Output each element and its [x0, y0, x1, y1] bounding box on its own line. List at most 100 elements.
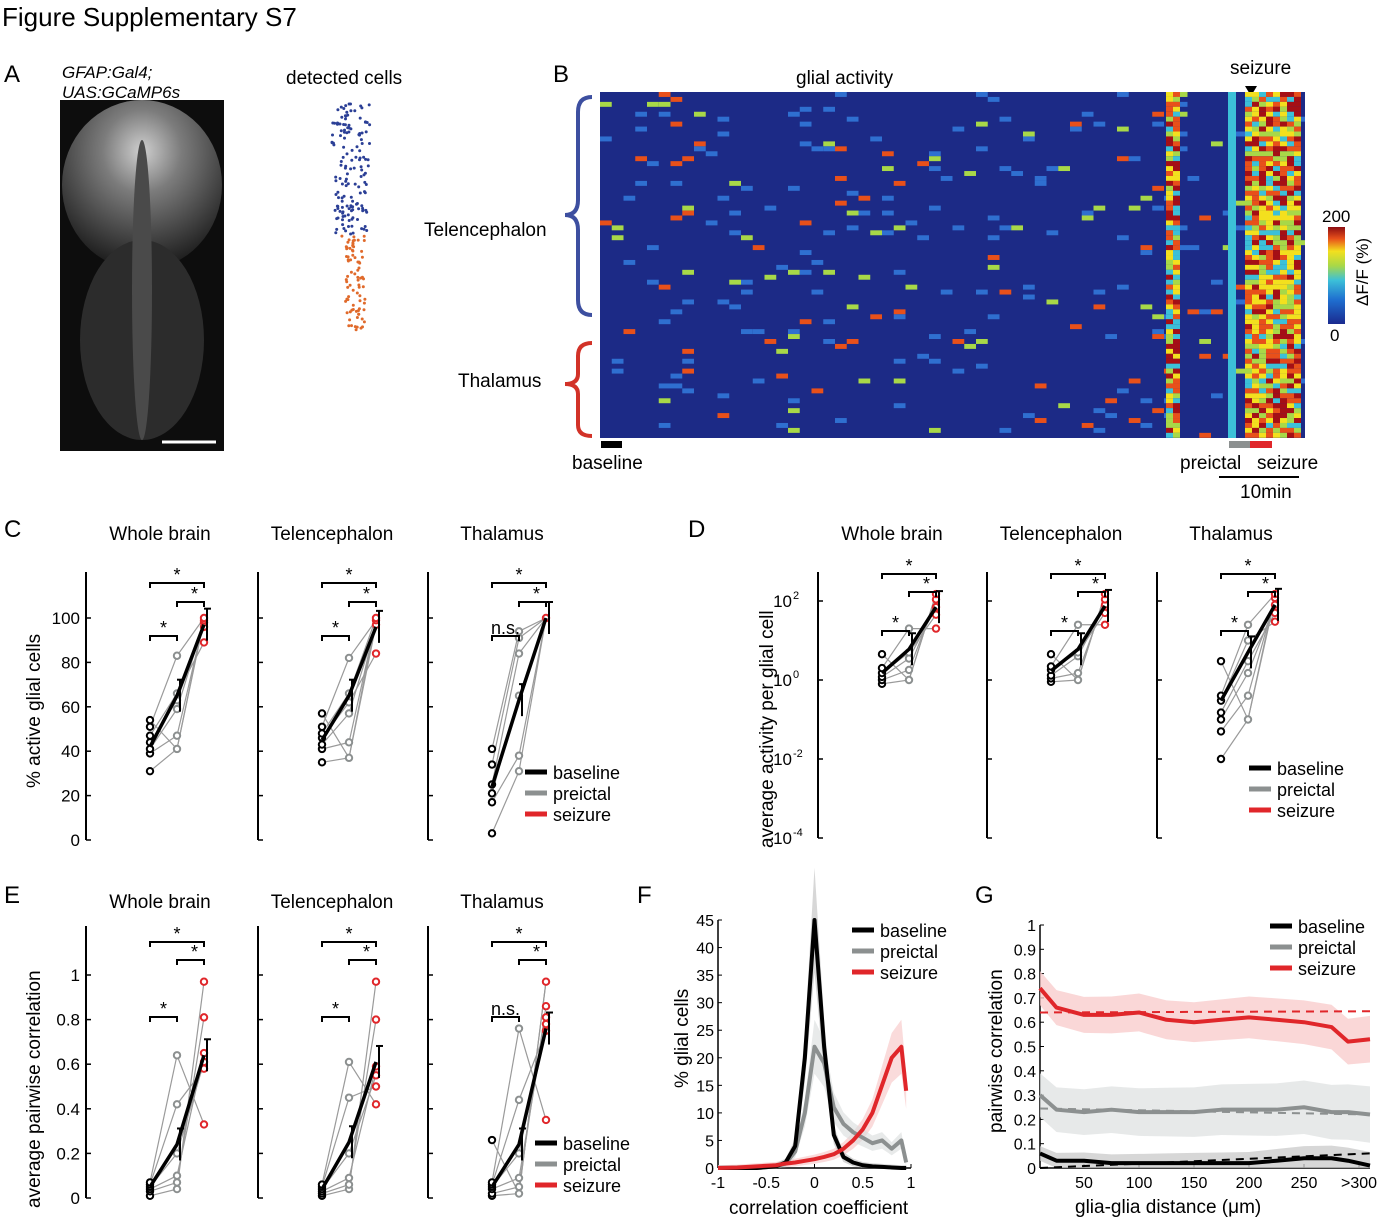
sig-star: *	[1262, 574, 1269, 594]
detected-cell	[341, 218, 344, 222]
heatmap-cell	[1093, 289, 1106, 295]
detected-cell	[333, 121, 337, 125]
heatmap-cell	[1166, 299, 1173, 305]
data-point	[514, 1182, 524, 1192]
data-point	[514, 1024, 524, 1033]
heatmap-cell	[1252, 220, 1259, 226]
heatmap-cell	[1023, 284, 1035, 290]
heatmap-cell	[1166, 180, 1173, 186]
heatmap-cell	[1166, 240, 1173, 246]
heatmap-cell	[1287, 294, 1294, 300]
heatmap-cell	[1294, 146, 1301, 152]
heatmap-cell	[1211, 309, 1223, 315]
detected-cell	[351, 249, 355, 253]
y-tick-label: 10	[696, 1106, 714, 1123]
heatmap-cell	[1259, 393, 1266, 399]
heatmap-cell	[811, 259, 824, 265]
detected-cell	[342, 130, 346, 134]
paired-line	[149, 1052, 205, 1190]
heatmap-cell	[1081, 210, 1094, 216]
heatmap-cell	[1287, 220, 1294, 226]
heatmap-cell	[1128, 156, 1141, 162]
heatmap-cell	[1294, 304, 1301, 310]
heatmap-cell	[1166, 363, 1173, 369]
heatmap-cell	[1287, 195, 1294, 201]
heatmap-cell	[799, 220, 812, 226]
detected-cell	[361, 206, 365, 210]
heatmap-cell	[1280, 215, 1287, 221]
legend-label: preictal	[880, 942, 938, 962]
heatmap-cell	[1273, 388, 1280, 394]
heatmap-cell	[1287, 353, 1294, 359]
data-point	[317, 740, 327, 749]
detected-cell	[339, 134, 342, 138]
heatmap-cell	[1252, 259, 1259, 265]
mean-line	[320, 1061, 378, 1190]
detected-cell	[357, 285, 361, 289]
heatmap-cell	[1287, 358, 1294, 364]
heatmap-cell	[1266, 383, 1273, 389]
heatmap-cell	[1166, 427, 1173, 433]
sig-bracket	[491, 1016, 520, 1022]
sig-star: *	[332, 618, 339, 638]
heatmap-cell	[1166, 334, 1173, 339]
subplot-title: Thalamus	[460, 524, 543, 545]
data-point	[344, 1057, 354, 1067]
heatmap-cell	[1259, 215, 1266, 221]
heatmap-cell	[1259, 151, 1266, 157]
heatmap-cell	[1166, 220, 1173, 226]
heatmap-cell	[1245, 274, 1252, 280]
heatmap-cell	[1152, 334, 1164, 339]
sig-bracket	[321, 1016, 350, 1022]
heatmap-cell	[1266, 269, 1273, 275]
data-point	[1073, 620, 1083, 629]
heatmap-cell	[1252, 225, 1259, 231]
data-point	[1216, 708, 1226, 717]
heatmap-cell	[1173, 304, 1180, 310]
data-point	[1216, 727, 1226, 736]
heatmap-cell	[682, 388, 694, 394]
heatmap-cell	[1294, 141, 1301, 147]
heatmap-cell	[1245, 259, 1252, 265]
data-point	[1243, 620, 1253, 629]
heatmap-cell	[1294, 190, 1301, 196]
heatmap-cell	[1273, 339, 1280, 344]
detected-cell	[359, 326, 363, 330]
heatmap-cell	[1023, 294, 1035, 300]
heatmap-cell	[1259, 161, 1266, 167]
heatmap-cell	[1294, 240, 1301, 246]
heatmap-cell	[1252, 195, 1259, 201]
heatmap-cell	[882, 230, 894, 236]
heatmap-cell	[1266, 413, 1273, 419]
detected-cell	[365, 210, 369, 214]
detected-cell	[356, 309, 360, 313]
heatmap-cell	[1245, 284, 1252, 290]
heatmap-cell	[1294, 279, 1301, 285]
heatmap-cell	[1287, 156, 1294, 162]
detected-cell	[351, 288, 355, 292]
heatmap-cell	[776, 373, 788, 379]
heatmap-cell	[1245, 309, 1252, 315]
y-tick-label: 0.8	[56, 1011, 80, 1030]
heatmap-cell	[1294, 319, 1301, 325]
data-point	[199, 1120, 209, 1129]
detected-cell	[351, 205, 355, 209]
heatmap-cell	[1280, 413, 1287, 419]
heatmap-cell	[917, 353, 929, 359]
heatmap-cell	[1252, 378, 1259, 384]
heatmap-cell	[1259, 259, 1266, 265]
heatmap-cell	[1266, 348, 1273, 354]
heatmap-cell	[1294, 255, 1301, 260]
detected-cell	[342, 194, 346, 198]
heatmap-cell	[1273, 195, 1280, 201]
detected-cell	[345, 297, 349, 301]
heatmap-cell	[1259, 348, 1266, 354]
data-point	[199, 638, 209, 647]
heatmap-cell	[799, 121, 812, 127]
heatmap-cell	[1280, 116, 1287, 122]
heatmap-cell	[1259, 413, 1266, 419]
heatmap-cell	[600, 101, 612, 107]
detected-cell	[357, 207, 361, 211]
thalamus-brace	[564, 341, 593, 438]
heatmap-cell	[1245, 348, 1252, 354]
